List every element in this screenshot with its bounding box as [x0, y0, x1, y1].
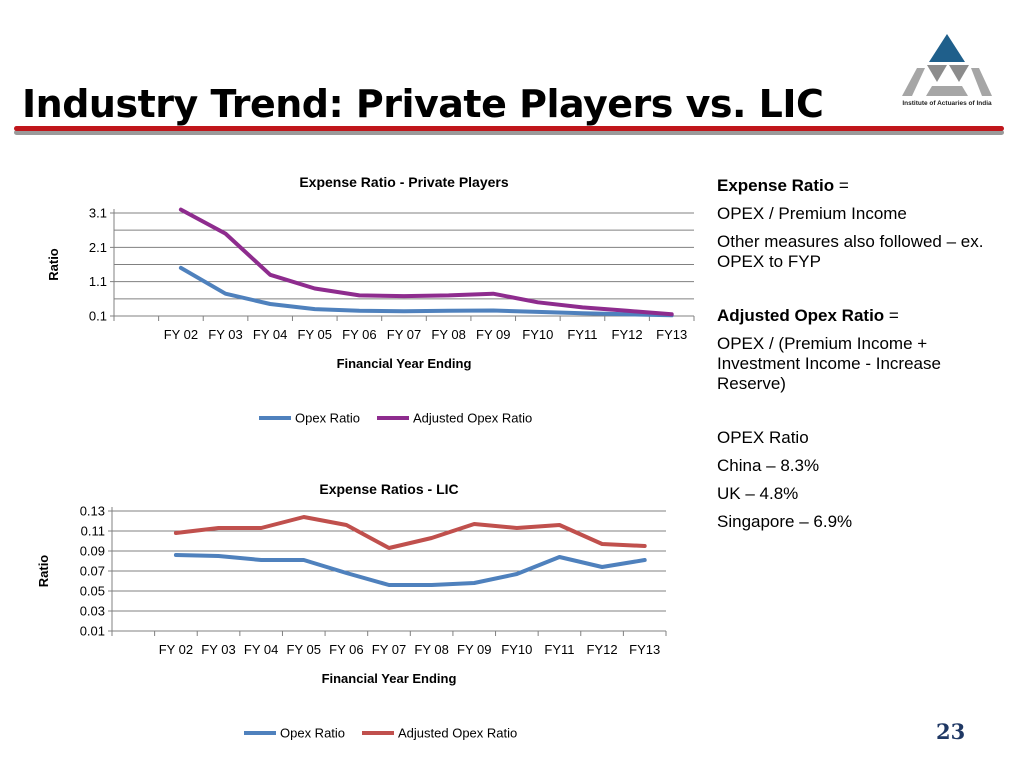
expense-ratio-heading: Expense Ratio = [717, 176, 1007, 196]
opex-singapore: Singapore – 6.9% [717, 512, 853, 531]
x-tick-label: FY 02 [164, 327, 198, 342]
x-tick-label: FY11 [567, 327, 597, 342]
chart-title: Expense Ratio - Private Players [299, 174, 509, 190]
y-tick-label: 0.03 [80, 604, 105, 619]
series-line-adjusted-opex-ratio [178, 207, 674, 317]
legend-label: Adjusted Opex Ratio [413, 411, 532, 426]
y-tick-label: 0.1 [89, 309, 107, 324]
x-tick-label: FY 09 [476, 327, 510, 342]
definitions-panel: Expense Ratio = OPEX / Premium Income Ot… [717, 176, 1007, 540]
x-axis-title: Financial Year Ending [337, 356, 472, 371]
x-tick-label: FY12 [587, 642, 618, 657]
y-tick-label: 1.1 [89, 274, 107, 289]
series-line-opex-ratio [173, 553, 647, 587]
title-rule [14, 126, 1004, 131]
page-number: 23 [936, 719, 966, 744]
x-axis-title: Financial Year Ending [322, 671, 457, 686]
title-rule-shadow [14, 130, 1004, 135]
x-tick-label: FY 05 [298, 327, 332, 342]
logo-caption: Institute of Actuaries of India [902, 100, 992, 107]
institute-logo-icon [902, 34, 992, 96]
chart-title: Expense Ratios - LIC [319, 481, 458, 497]
x-tick-label: FY 04 [244, 642, 278, 657]
x-tick-label: FY13 [629, 642, 660, 657]
adjusted-ratio-eq: = [884, 306, 899, 325]
x-tick-label: FY 07 [372, 642, 406, 657]
x-tick-label: FY 06 [342, 327, 376, 342]
expense-ratio-definition: OPEX / Premium Income [717, 204, 907, 223]
adjusted-ratio-heading: Adjusted Opex Ratio = [717, 306, 1007, 326]
x-tick-label: FY 06 [329, 642, 363, 657]
other-measures-text: Other measures also followed – ex. OPEX … [717, 232, 984, 271]
y-tick-label: 0.11 [81, 524, 105, 539]
y-tick-label: 0.09 [80, 544, 105, 559]
legend-label: Opex Ratio [295, 411, 360, 426]
x-tick-label: FY 08 [431, 327, 465, 342]
x-tick-label: FY13 [656, 327, 687, 342]
opex-ratio-heading: OPEX Ratio [717, 428, 809, 447]
private-players-chart: Expense Ratio - Private Players 0.1 1.1 2.1… [40, 165, 700, 440]
y-tick-label: 0.05 [80, 584, 105, 599]
x-tick-label: FY10 [522, 327, 553, 342]
series-line-opex-ratio [178, 265, 674, 318]
x-tick-label: FY12 [612, 327, 643, 342]
expense-ratio-label: Expense Ratio [717, 176, 835, 195]
legend-label: Opex Ratio [280, 726, 345, 741]
lic-chart: Expense Ratios - LIC 0.01 0.03 0.05 0.07 0.09… [30, 472, 690, 747]
x-tick-label: FY 03 [201, 642, 235, 657]
y-axis-title: Ratio [36, 555, 51, 588]
x-tick-label: FY10 [501, 642, 532, 657]
x-tick-label: FY 03 [208, 327, 242, 342]
adjusted-ratio-label: Adjusted Opex Ratio [717, 306, 885, 325]
y-tick-label: 0.01 [80, 624, 105, 639]
y-tick-label: 2.1 [89, 240, 107, 255]
x-tick-label: FY 04 [253, 327, 287, 342]
expense-ratio-eq: = [834, 176, 849, 195]
lic-chart-svg: Expense Ratios - LIC 0.01 0.03 0.05 0.07 0.09… [36, 481, 667, 741]
x-tick-label: FY 02 [159, 642, 193, 657]
series-line-adjusted-opex-ratio [173, 515, 647, 550]
y-tick-label: 3.1 [89, 206, 107, 221]
slide-title: Industry Trend: Private Players vs. LIC [22, 82, 824, 126]
x-tick-label: FY 08 [414, 642, 448, 657]
opex-uk: UK – 4.8% [717, 484, 799, 503]
y-axis-title: Ratio [46, 248, 61, 281]
x-tick-label: FY 09 [457, 642, 491, 657]
private-players-chart-svg: Expense Ratio - Private Players 0.1 1.1 2.1… [46, 174, 695, 426]
legend-label: Adjusted Opex Ratio [398, 726, 517, 741]
x-tick-label: FY 05 [287, 642, 321, 657]
adjusted-ratio-definition: OPEX / (Premium Income + Investment Inco… [717, 334, 941, 393]
institute-logo: Institute of Actuaries of India [892, 32, 1002, 114]
opex-china: China – 8.3% [717, 456, 820, 475]
x-tick-label: FY11 [544, 642, 574, 657]
y-tick-label: 0.07 [80, 564, 105, 579]
y-tick-label: 0.13 [80, 504, 105, 519]
x-tick-label: FY 07 [387, 327, 421, 342]
